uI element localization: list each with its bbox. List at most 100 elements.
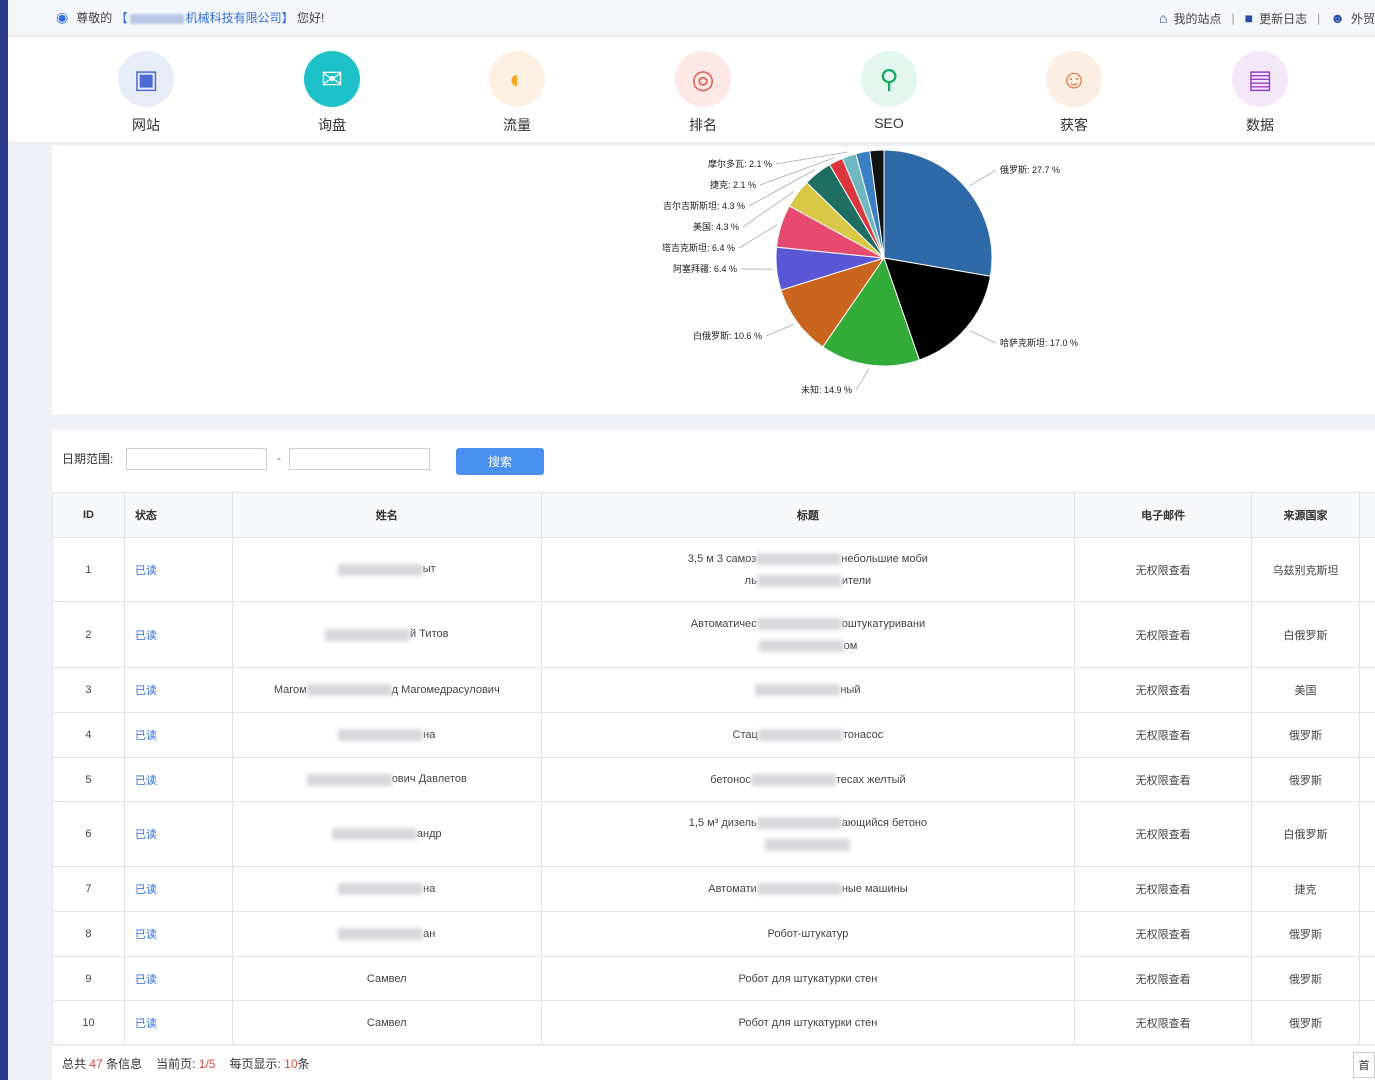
nav-item-website[interactable]: ▣ 网站 <box>106 51 186 135</box>
title-text: ные машины <box>841 883 908 895</box>
col-status: 状态 <box>123 492 233 538</box>
cell-status[interactable]: 已读 <box>123 911 233 957</box>
cell-email: 无权限查看 <box>1074 537 1253 602</box>
contact-card-icon: ✉ <box>304 51 360 107</box>
cell-name: ыт <box>231 537 542 602</box>
name-text: на <box>423 882 436 895</box>
current-page: 1/5 <box>198 1056 216 1071</box>
cell-title: Робот для штукатурки стен <box>540 956 1076 1001</box>
nav-item-seo[interactable]: ⚲ SEO <box>849 51 929 131</box>
table-row[interactable]: 10 已读 Самвел Робот для штукатурки стен 无权限查看… <box>52 1000 1375 1045</box>
per-page-count: 10 <box>284 1056 298 1071</box>
nav-item-data[interactable]: ▤ 数据 <box>1220 51 1300 135</box>
cell-name: андр <box>231 801 542 867</box>
location-pin-icon: ◉ <box>56 9 69 25</box>
country-pie-panel: 俄罗斯: 27.7 % 哈萨克斯坦: 17.0 % 未知: 14.9 % 白俄罗斯: … <box>52 146 1375 414</box>
cell-status[interactable]: 已读 <box>123 537 233 602</box>
start-date-input[interactable] <box>126 448 267 470</box>
cell-title: Автомати ные машины <box>540 866 1076 912</box>
redacted-block <box>757 729 843 742</box>
left-accent-bar <box>0 0 8 1080</box>
pie-leader-line <box>969 169 997 187</box>
pie-leader-line <box>855 368 870 391</box>
cell-id: 10 <box>52 1000 125 1045</box>
nav-item-ranking[interactable]: ◎ 排名 <box>663 51 743 135</box>
cell-title: бетонос тесах желтый <box>540 757 1076 802</box>
cell-email: 无权限查看 <box>1074 801 1253 867</box>
title-line <box>542 834 1075 856</box>
title-line: ль ители <box>542 570 1075 592</box>
redacted-block <box>756 883 842 896</box>
cell-status[interactable]: 已读 <box>123 866 233 912</box>
cell-email: 无权限查看 <box>1074 667 1253 713</box>
title-line: ом <box>542 635 1075 657</box>
cell-country: 俄罗斯 <box>1251 712 1360 758</box>
title-text: оштукатуривани <box>841 617 926 630</box>
redacted-block <box>338 729 424 742</box>
total-info: 总共 47 条信息 <box>62 1055 142 1072</box>
title-line: Автоматичес оштукатуривани <box>542 613 1075 635</box>
first-page-button[interactable]: 首 <box>1353 1052 1375 1078</box>
pie-leader-line <box>765 324 794 337</box>
nav-item-traffic[interactable]: ◐ 流量 <box>477 51 557 135</box>
name-text: ыт <box>422 563 436 576</box>
pie-slice[interactable] <box>780 257 886 348</box>
cell-id: 7 <box>52 866 125 912</box>
top-links: ⌂ 我的站点 | ■ 更新日志 | ☻ 外贸 <box>1159 0 1375 36</box>
my-site-link[interactable]: 我的站点 <box>1173 11 1222 26</box>
table-row[interactable]: 9 已读 Самвел Робот для штукатурки стен 无权限查看俄… <box>52 956 1375 1001</box>
table-row[interactable]: 5 已读 ович Давлетов бетонос тесах желтый 无权限查看… <box>52 757 1375 802</box>
table-row[interactable]: 1 已读 ыт 3,5 м 3 самоз небольшие моби ль ители 无… <box>52 537 1375 602</box>
cell-status[interactable]: 已读 <box>123 712 233 758</box>
search-button[interactable]: 搜索 <box>456 448 544 475</box>
pie-label: 哈萨克斯坦: 17.0 % <box>1000 337 1078 348</box>
cell-extra <box>1358 537 1375 602</box>
greeting-suffix: 您好! <box>296 11 325 25</box>
pie-slice[interactable] <box>883 149 993 277</box>
title-line: 3,5 м 3 самоз небольшие моби <box>542 548 1075 570</box>
pie-leader-line <box>969 330 997 344</box>
title-text: ный <box>840 684 861 696</box>
cell-status[interactable]: 已读 <box>123 757 233 802</box>
cell-email: 无权限查看 <box>1074 866 1253 912</box>
table-row[interactable]: 4 已读 на Стац тонасос 无权限查看 俄罗斯 <box>52 712 1375 758</box>
inquiry-table: ID 状态 姓名 标题 电子邮件 来源国家 1 已读 ыт 3,5 м 3 самоз… <box>52 492 1375 1045</box>
table-row[interactable]: 7 已读 на Автомати ные машины 无权限查看 捷克 <box>52 866 1375 912</box>
cell-status[interactable]: 已读 <box>123 1000 233 1045</box>
cell-email: 无权限查看 <box>1074 601 1253 668</box>
changelog-link[interactable]: 更新日志 <box>1259 11 1308 26</box>
cell-country: 捷克 <box>1251 866 1360 912</box>
table-row[interactable]: 2 已读 й Титов Автоматичес оштукатуривани ом 无权限… <box>52 601 1375 668</box>
total-suffix: 条信息 <box>106 1056 143 1071</box>
cell-status[interactable]: 已读 <box>123 801 233 867</box>
col-country: 来源国家 <box>1251 492 1360 538</box>
date-range-label: 日期范围: <box>62 452 114 466</box>
pie-label: 未知: 14.9 % <box>801 384 852 395</box>
title-text: 1,5 м³ дизель <box>688 817 757 829</box>
cell-title: 3,5 м 3 самоз небольшие моби ль ители <box>540 537 1076 602</box>
nav-item-inquiry[interactable]: ✉ 询盘 <box>292 51 372 135</box>
total-count: 47 <box>89 1056 103 1071</box>
redacted-block <box>765 839 851 852</box>
per-prefix: 每页显示: <box>229 1056 281 1071</box>
name-text: й Титов <box>410 628 449 641</box>
cell-status[interactable]: 已读 <box>123 956 233 1001</box>
cell-status[interactable]: 已读 <box>123 667 233 713</box>
redacted-block <box>756 617 842 630</box>
table-row[interactable]: 6 已读 андр 1,5 м³ дизель ающийся бетоно 无权限查看白… <box>52 801 1375 867</box>
greeting-prefix: 尊敬的 <box>76 11 113 25</box>
nav-item-customers[interactable]: ☺ 获客 <box>1034 51 1114 135</box>
title-text: ом <box>843 639 858 652</box>
name-text: ан <box>423 927 436 940</box>
foreign-trade-link[interactable]: 外贸 <box>1350 11 1375 26</box>
end-date-input[interactable] <box>289 448 430 470</box>
cell-status[interactable]: 已读 <box>123 601 233 668</box>
pie-slice[interactable] <box>822 256 920 367</box>
cell-country: 俄罗斯 <box>1251 956 1360 1001</box>
top-bar: ◉ 尊敬的 【机械科技有限公司】 您好! ⌂ 我的站点 | ■ 更新日志 | ☻… <box>8 0 1375 36</box>
title-text: Стац <box>732 729 758 741</box>
cell-name: ан <box>231 911 542 957</box>
table-row[interactable]: 8 已读 ан Робот-штукатур 无权限查看 俄罗斯 <box>52 911 1375 957</box>
pie-slice[interactable] <box>869 149 885 259</box>
table-row[interactable]: 3 已读 Магом д Магомедрасулович ный 无权限查看 美国 <box>52 667 1375 713</box>
